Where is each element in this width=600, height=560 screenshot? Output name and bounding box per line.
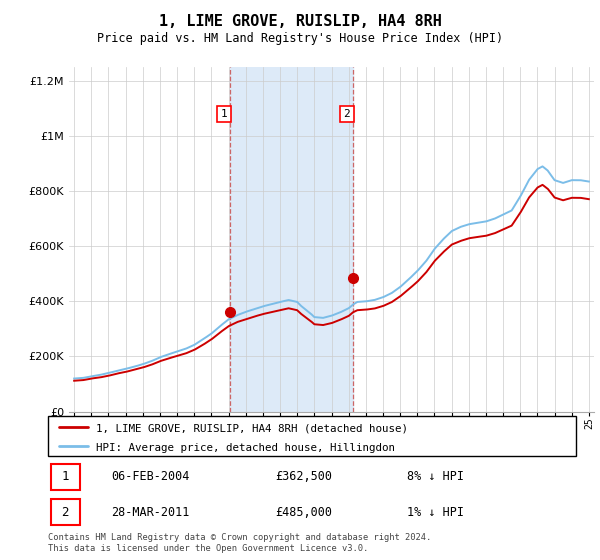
Text: 1% ↓ HPI: 1% ↓ HPI bbox=[407, 506, 464, 519]
Text: 2: 2 bbox=[61, 506, 69, 519]
FancyBboxPatch shape bbox=[50, 499, 80, 525]
Bar bbox=[230, 67, 353, 412]
FancyBboxPatch shape bbox=[48, 416, 576, 456]
Text: 1, LIME GROVE, RUISLIP, HA4 8RH (detached house): 1, LIME GROVE, RUISLIP, HA4 8RH (detache… bbox=[95, 423, 407, 433]
Text: 06-FEB-2004: 06-FEB-2004 bbox=[112, 470, 190, 483]
Text: Contains HM Land Registry data © Crown copyright and database right 2024.
This d: Contains HM Land Registry data © Crown c… bbox=[48, 533, 431, 553]
Text: 1: 1 bbox=[221, 109, 227, 119]
Text: 1, LIME GROVE, RUISLIP, HA4 8RH: 1, LIME GROVE, RUISLIP, HA4 8RH bbox=[158, 14, 442, 29]
Text: HPI: Average price, detached house, Hillingdon: HPI: Average price, detached house, Hill… bbox=[95, 442, 395, 452]
Text: 8% ↓ HPI: 8% ↓ HPI bbox=[407, 470, 464, 483]
Text: £362,500: £362,500 bbox=[275, 470, 332, 483]
Text: £485,000: £485,000 bbox=[275, 506, 332, 519]
Text: 2: 2 bbox=[343, 109, 350, 119]
Text: 1: 1 bbox=[61, 470, 69, 483]
FancyBboxPatch shape bbox=[50, 464, 80, 489]
Text: 28-MAR-2011: 28-MAR-2011 bbox=[112, 506, 190, 519]
Text: Price paid vs. HM Land Registry's House Price Index (HPI): Price paid vs. HM Land Registry's House … bbox=[97, 32, 503, 45]
